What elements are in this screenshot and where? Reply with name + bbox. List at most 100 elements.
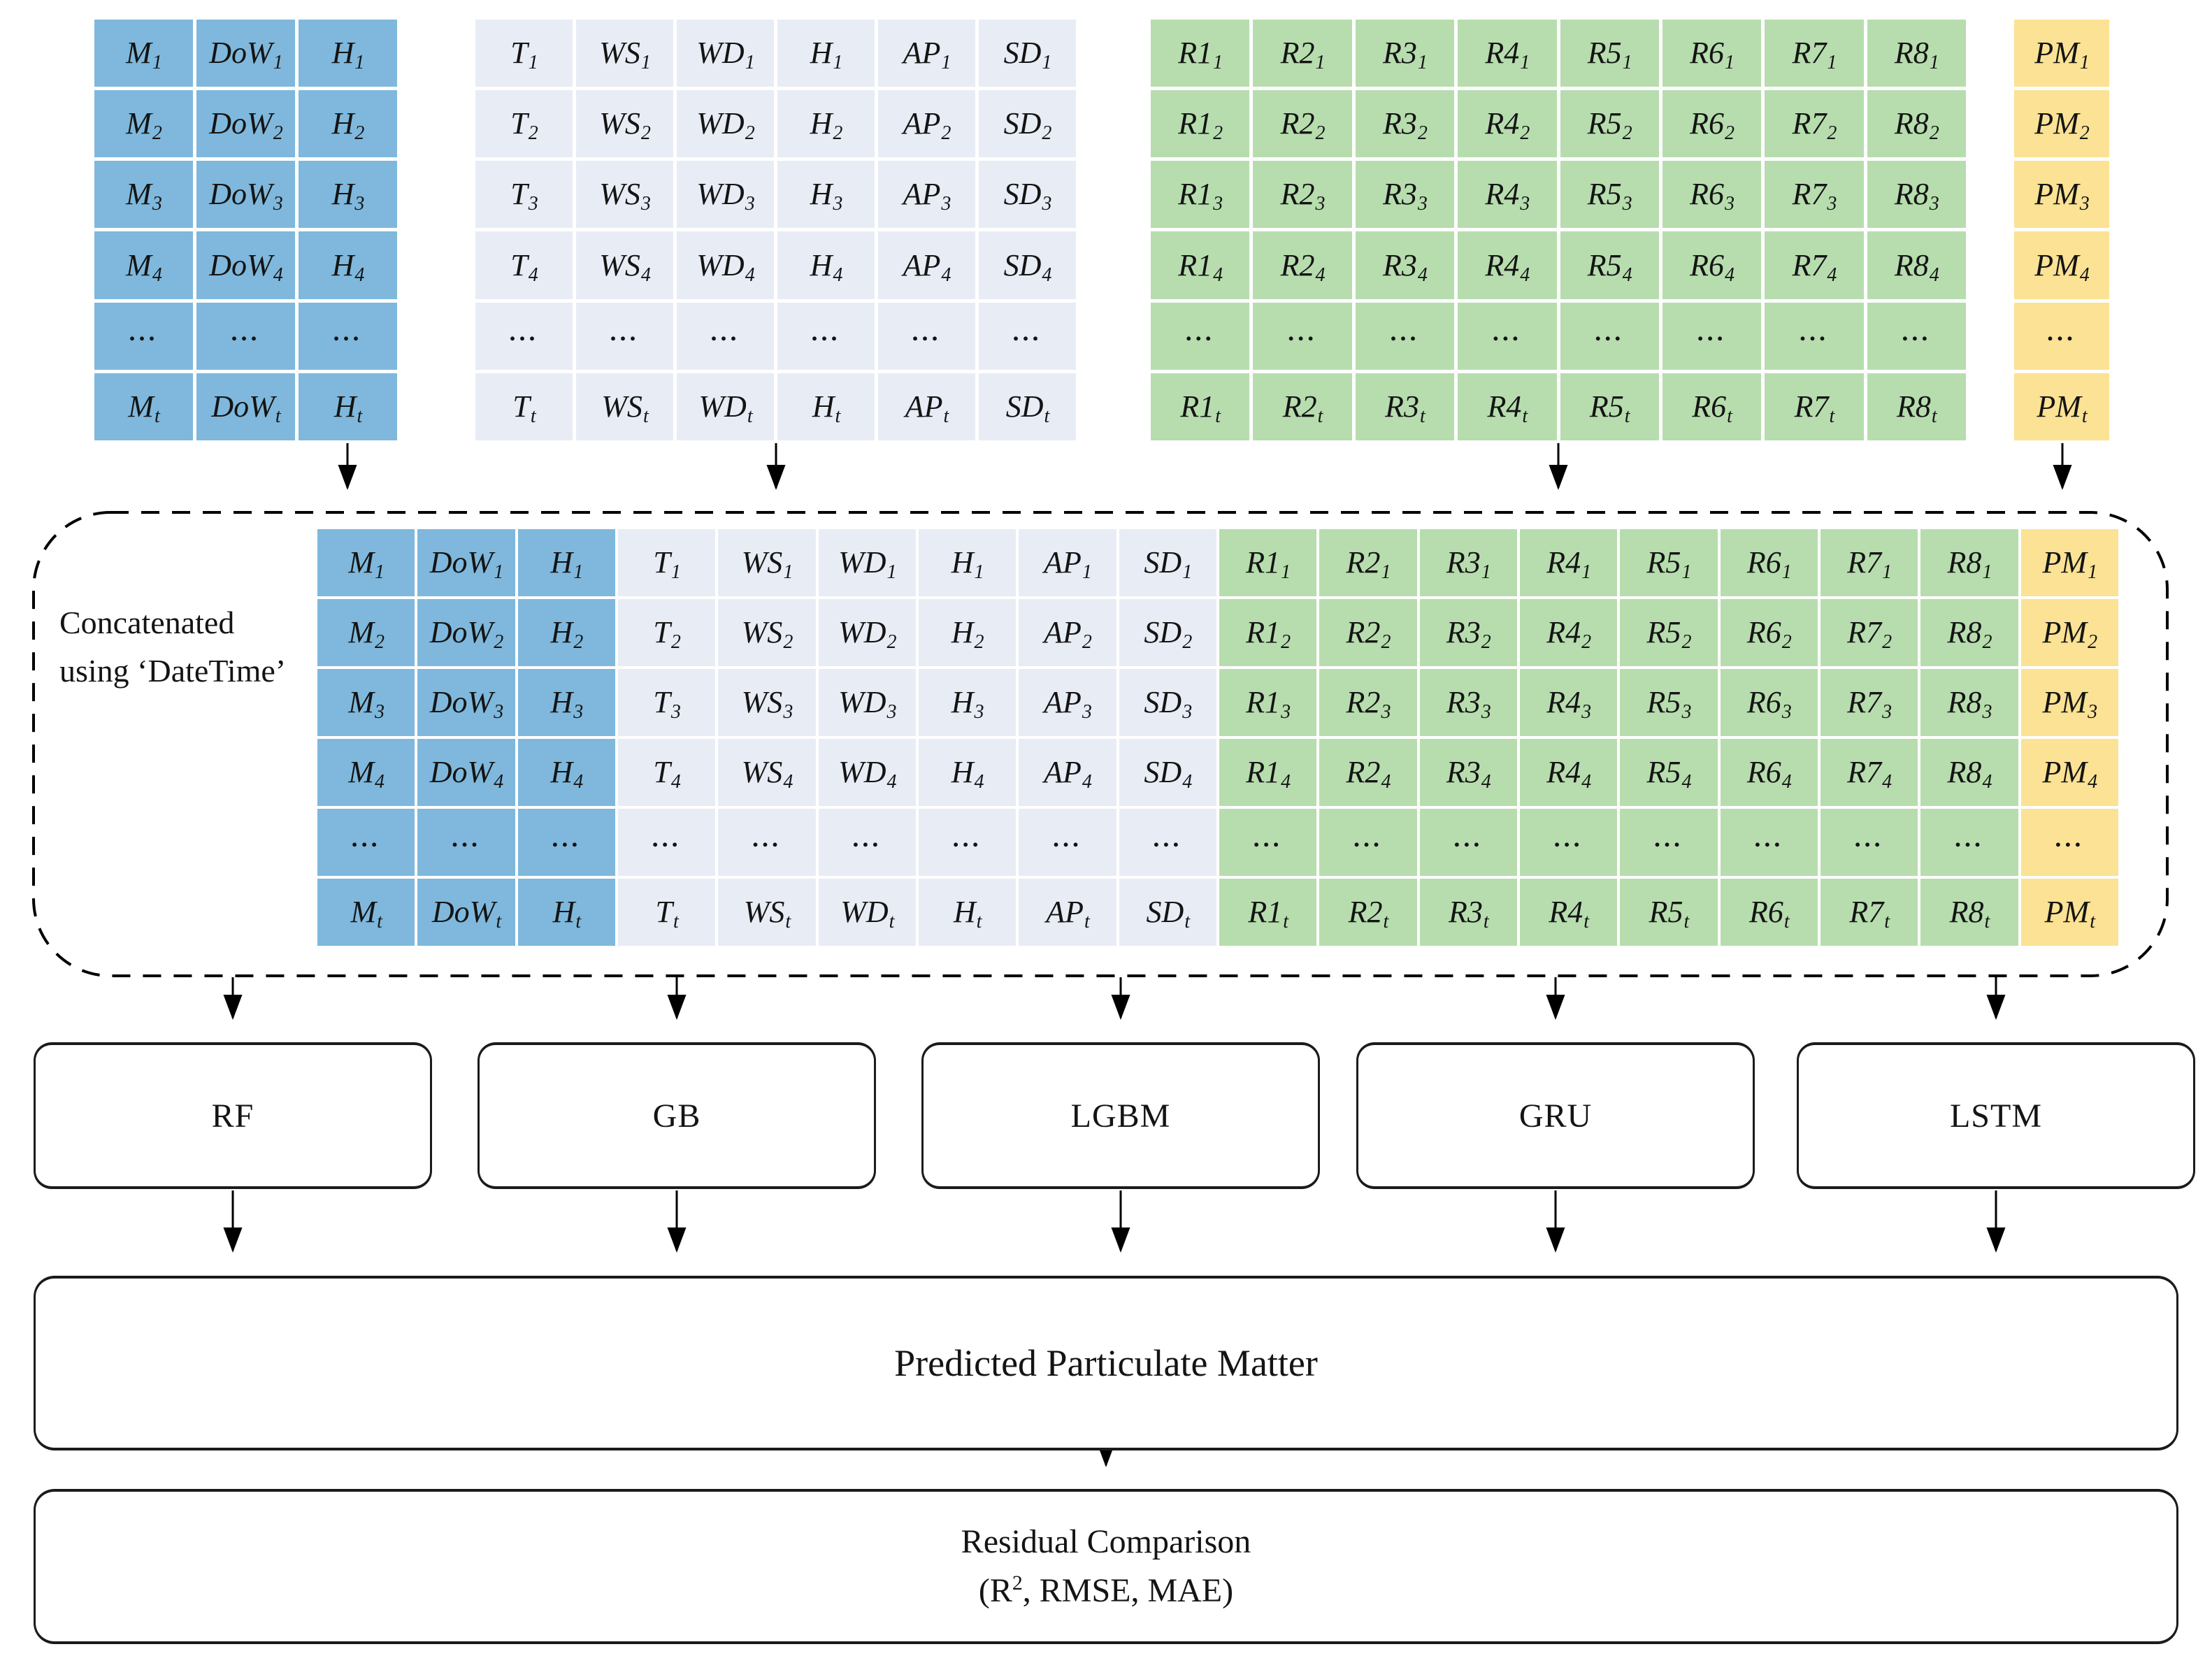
- table-cell: AP 2: [1019, 599, 1116, 666]
- table-cell: R6 1: [1720, 529, 1818, 596]
- table-cell: R8 4: [1867, 231, 1966, 299]
- table-cell: DoW 2: [196, 90, 295, 158]
- table-cell: ...: [2014, 302, 2109, 370]
- road-feature-table: R1 1 R2 1 R3 1 R4 1 R5 1 R6 1 R7 1 R8 1 R1 2 R2 2 R3 2 R4 2 R5 2 R…: [1151, 20, 1966, 440]
- table-cell: AP 1: [1019, 529, 1116, 596]
- table-cell: DoW 4: [417, 739, 515, 806]
- table-cell: R2 2: [1319, 599, 1417, 666]
- table-cell: ...: [475, 302, 573, 370]
- table-cell: WS t: [718, 879, 816, 946]
- table-cell: R7 3: [1820, 669, 1918, 736]
- table-cell: R1 4: [1151, 231, 1250, 299]
- table-cell: R6 2: [1662, 90, 1762, 158]
- predicted-pm-box: Predicted Particulate Matter: [34, 1276, 2178, 1450]
- table-cell: AP 4: [1019, 739, 1116, 806]
- residual-comparison-box: Residual Comparison (R2, RMSE, MAE): [34, 1489, 2178, 1644]
- table-cell: SD 4: [1119, 739, 1216, 806]
- table-cell: ...: [517, 809, 615, 876]
- model-box-lstm: LSTM: [1797, 1042, 2195, 1189]
- table-cell: R1 2: [1219, 599, 1317, 666]
- table-cell: PM 1: [2014, 20, 2109, 87]
- table-cell: R2 4: [1253, 231, 1352, 299]
- table-cell: R2 3: [1253, 161, 1352, 229]
- table-cell: R1 t: [1219, 879, 1317, 946]
- table-cell: ...: [1720, 809, 1818, 876]
- table-cell: ...: [299, 302, 397, 370]
- table-cell: R3 2: [1419, 599, 1517, 666]
- table-cell: ...: [1355, 302, 1455, 370]
- table-cell: R4 4: [1519, 739, 1618, 806]
- table-cell: DoW 4: [196, 231, 295, 299]
- table-cell: R6 3: [1720, 669, 1818, 736]
- table-cell: ...: [1920, 809, 2018, 876]
- table-cell: R7 1: [1820, 529, 1918, 596]
- table-cell: AP 3: [1019, 669, 1116, 736]
- table-cell: R8 t: [1867, 373, 1966, 440]
- table-cell: ...: [677, 302, 774, 370]
- table-cell: AP 1: [878, 20, 975, 87]
- table-cell: DoW 2: [417, 599, 515, 666]
- model-box-rf: RF: [34, 1042, 432, 1189]
- table-cell: AP 2: [878, 90, 975, 158]
- table-cell: AP t: [878, 373, 975, 440]
- table-cell: AP 3: [878, 161, 975, 229]
- concat-group-dashed-border: [32, 511, 2169, 977]
- table-cell: R5 t: [1560, 373, 1659, 440]
- table-cell: R6 t: [1662, 373, 1762, 440]
- table-cell: DoW t: [417, 879, 515, 946]
- table-cell: R5 2: [1560, 90, 1659, 158]
- table-cell: ...: [1560, 302, 1659, 370]
- table-cell: R2 t: [1319, 879, 1417, 946]
- table-cell: ...: [718, 809, 816, 876]
- table-cell: ...: [94, 302, 193, 370]
- table-cell: R8 3: [1867, 161, 1966, 229]
- table-cell: PM 3: [2014, 161, 2109, 229]
- table-cell: SD 3: [979, 161, 1076, 229]
- table-cell: WD t: [677, 373, 774, 440]
- table-cell: ...: [1662, 302, 1762, 370]
- table-cell: SD 1: [979, 20, 1076, 87]
- table-cell: R6 4: [1662, 231, 1762, 299]
- table-cell: R5 2: [1620, 599, 1718, 666]
- table-cell: R4 3: [1458, 161, 1557, 229]
- table-cell: ...: [1419, 809, 1517, 876]
- table-cell: R3 t: [1355, 373, 1455, 440]
- table-cell: ...: [1319, 809, 1417, 876]
- concat-label: Concatenated using ‘DateTime’: [59, 598, 339, 695]
- table-cell: ...: [1219, 809, 1317, 876]
- table-cell: R5 1: [1560, 20, 1659, 87]
- table-cell: DoW 3: [417, 669, 515, 736]
- table-cell: R4 4: [1458, 231, 1557, 299]
- table-cell: R5 1: [1620, 529, 1718, 596]
- residual-line2: (R2, RMSE, MAE): [978, 1571, 1234, 1609]
- table-cell: ...: [1765, 302, 1864, 370]
- table-cell: R3 1: [1419, 529, 1517, 596]
- table-cell: R6 4: [1720, 739, 1818, 806]
- table-cell: R1 1: [1151, 20, 1250, 87]
- table-cell: ...: [918, 809, 1017, 876]
- weather-feature-table: T 1 WS 1 WD 1 H 1 AP 1 SD 1 T 2 WS 2 WD 2 H 2 AP 2 SD 2 T 3 WS 3 WD 3…: [475, 20, 1076, 440]
- table-cell: R4 1: [1519, 529, 1618, 596]
- table-cell: R5 3: [1560, 161, 1659, 229]
- table-cell: R8 2: [1867, 90, 1966, 158]
- table-cell: R1 3: [1219, 669, 1317, 736]
- table-cell: WS t: [576, 373, 673, 440]
- table-cell: R2 1: [1319, 529, 1417, 596]
- table-cell: ...: [1119, 809, 1216, 876]
- model-box-gru: GRU: [1356, 1042, 1755, 1189]
